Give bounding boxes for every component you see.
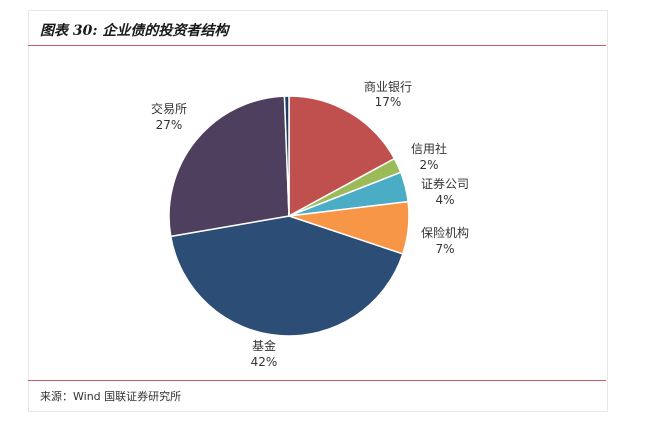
- slice-label-credit-union-name: 信用社: [411, 141, 447, 156]
- slice-label-insurance-name: 保险机构: [421, 225, 469, 240]
- slice-label-commercial-bank-name: 商业银行: [364, 79, 412, 94]
- slice-label-fund-value: 42%: [251, 355, 278, 369]
- slice-label-credit-union-value: 2%: [419, 158, 438, 172]
- pie-slice-4: [169, 215, 404, 337]
- footer-divider: [28, 380, 606, 381]
- title-divider: [28, 45, 606, 46]
- page-title: 图表 30: 企业债的投资者结构: [40, 23, 229, 39]
- slice-label-commercial-bank-value: 17%: [375, 95, 402, 109]
- pie-slice-0: [288, 95, 396, 218]
- slice-label-exchange-name: 交易所: [151, 101, 187, 116]
- slice-label-insurance-value: 7%: [435, 242, 454, 256]
- slice-label-exchange-value: 27%: [156, 118, 183, 132]
- slice-label-securities-value: 4%: [435, 193, 454, 207]
- source-note: 来源：Wind 国联证券研究所: [40, 390, 182, 403]
- slice-label-fund-name: 基金: [252, 338, 276, 353]
- pie-slice-6: [283, 95, 290, 217]
- pie-slice-5: [168, 95, 290, 238]
- slice-label-securities-name: 证券公司: [421, 176, 469, 191]
